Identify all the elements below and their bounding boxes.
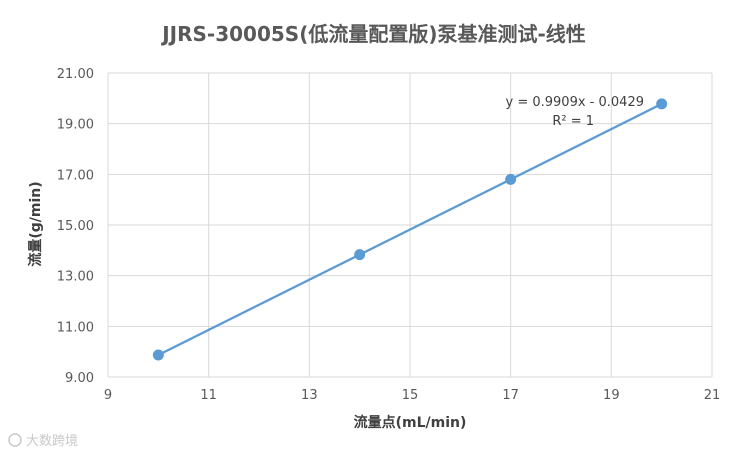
data-point xyxy=(152,349,164,361)
x-tick-label: 9 xyxy=(104,388,112,403)
watermark-logo-icon xyxy=(8,433,22,447)
y-tick-label: 9.00 xyxy=(65,371,94,386)
trendline xyxy=(157,102,663,356)
watermark-text: 大数跨境 xyxy=(26,434,78,449)
x-tick-label: 17 xyxy=(502,388,519,403)
data-point xyxy=(354,249,366,261)
y-tick-label: 11.00 xyxy=(57,320,94,335)
trendline-r2: R² = 1 xyxy=(552,114,594,129)
y-tick-label: 13.00 xyxy=(57,270,94,285)
x-tick-label: 19 xyxy=(603,388,620,403)
x-axis-title: 流量点(mL/min) xyxy=(354,414,467,431)
y-tick-label: 15.00 xyxy=(57,219,94,234)
y-tick-label: 17.00 xyxy=(57,168,94,183)
grid xyxy=(107,72,713,378)
x-tick-label: 11 xyxy=(200,388,217,403)
x-tick-label: 21 xyxy=(704,388,721,403)
data-point xyxy=(656,98,668,110)
data-points xyxy=(152,98,668,361)
series-line xyxy=(157,102,663,356)
y-axis-title: 流量(g/min) xyxy=(27,181,44,266)
x-tick-label: 15 xyxy=(402,388,419,403)
y-tick-labels: 9.00 11.00 13.00 15.00 17.00 19.00 21.00 xyxy=(57,67,94,386)
data-point xyxy=(505,173,517,185)
x-tick-label: 13 xyxy=(301,388,318,403)
watermark: 大数跨境 xyxy=(8,433,78,449)
trendline-equation: y = 0.9909x - 0.0429 xyxy=(506,95,644,110)
y-tick-label: 19.00 xyxy=(57,118,94,133)
chart-title: JJRS-30005S(低流量配置版)泵基准测试-线性 xyxy=(160,22,586,46)
x-tick-labels: 9 11 13 15 17 19 21 xyxy=(104,388,720,403)
y-tick-label: 21.00 xyxy=(57,67,94,82)
